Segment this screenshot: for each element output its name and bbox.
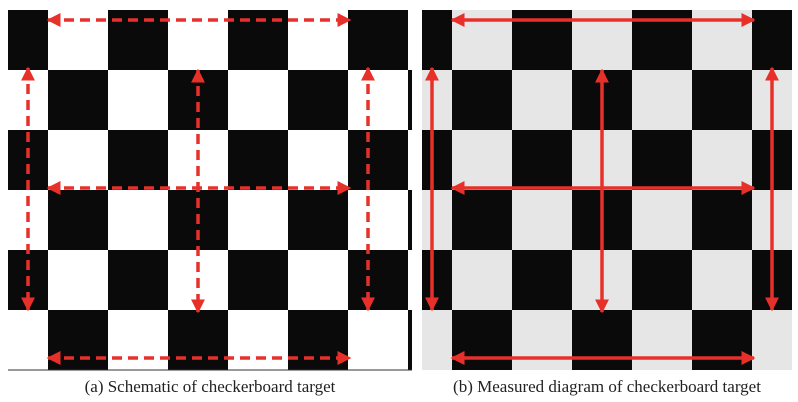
black-square	[408, 70, 412, 130]
black-square	[48, 190, 108, 250]
schematic-board	[8, 10, 412, 370]
black-square	[422, 10, 452, 70]
black-square	[632, 130, 692, 190]
black-square	[228, 250, 288, 310]
black-square	[512, 250, 572, 310]
figure: (a) Schematic of checkerboard target (b)…	[0, 0, 798, 402]
black-square	[288, 310, 348, 370]
black-square	[452, 190, 512, 250]
black-square	[348, 10, 408, 70]
black-square	[422, 130, 452, 190]
black-square	[512, 130, 572, 190]
measured-board	[422, 10, 792, 370]
black-square	[288, 70, 348, 130]
black-square	[452, 70, 512, 130]
black-square	[348, 130, 408, 190]
black-square	[168, 310, 228, 370]
black-square	[408, 190, 412, 250]
black-square	[48, 310, 108, 370]
black-square	[452, 310, 512, 370]
black-square	[752, 10, 792, 70]
caption: (b) Measured diagram of checkerboard tar…	[453, 377, 761, 396]
black-square	[408, 310, 412, 370]
black-square	[48, 70, 108, 130]
black-square	[228, 130, 288, 190]
black-square	[108, 250, 168, 310]
black-square	[692, 190, 752, 250]
black-square	[632, 250, 692, 310]
black-square	[422, 250, 452, 310]
black-square	[288, 190, 348, 250]
black-square	[692, 310, 752, 370]
black-square	[108, 130, 168, 190]
caption: (a) Schematic of checkerboard target	[85, 377, 336, 396]
black-square	[692, 70, 752, 130]
black-square	[348, 250, 408, 310]
black-square	[8, 10, 48, 70]
black-square	[572, 310, 632, 370]
